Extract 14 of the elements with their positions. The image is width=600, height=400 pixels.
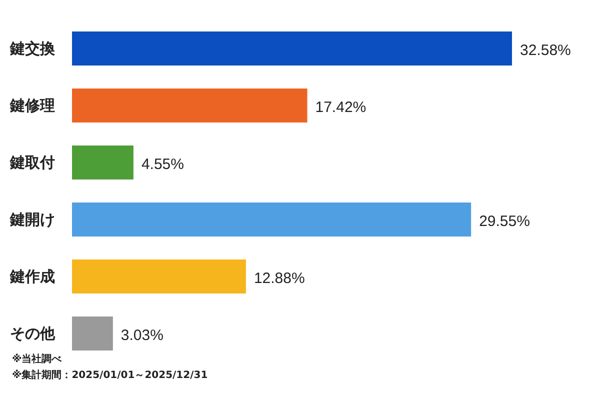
category-label: 鍵修理 [10, 96, 55, 114]
annotation: ※当社調べ [12, 354, 62, 365]
annotation: ※集計期間：2025/01/01～2025/12/31 [12, 370, 208, 381]
value-label: 12.88% [254, 270, 305, 287]
category-label: 鍵開け [10, 210, 55, 228]
value-label: 32.58% [520, 42, 571, 59]
category-label: 鍵取付 [10, 154, 55, 172]
value-label: 17.42% [315, 99, 366, 116]
value-label: 4.55% [141, 156, 184, 173]
category-label: 鍵作成 [10, 268, 55, 286]
category-label: 鍵交換 [10, 40, 55, 58]
category-label: その他 [10, 324, 55, 342]
value-label: 3.03% [120, 327, 164, 344]
value-label: 29.55% [479, 213, 530, 230]
